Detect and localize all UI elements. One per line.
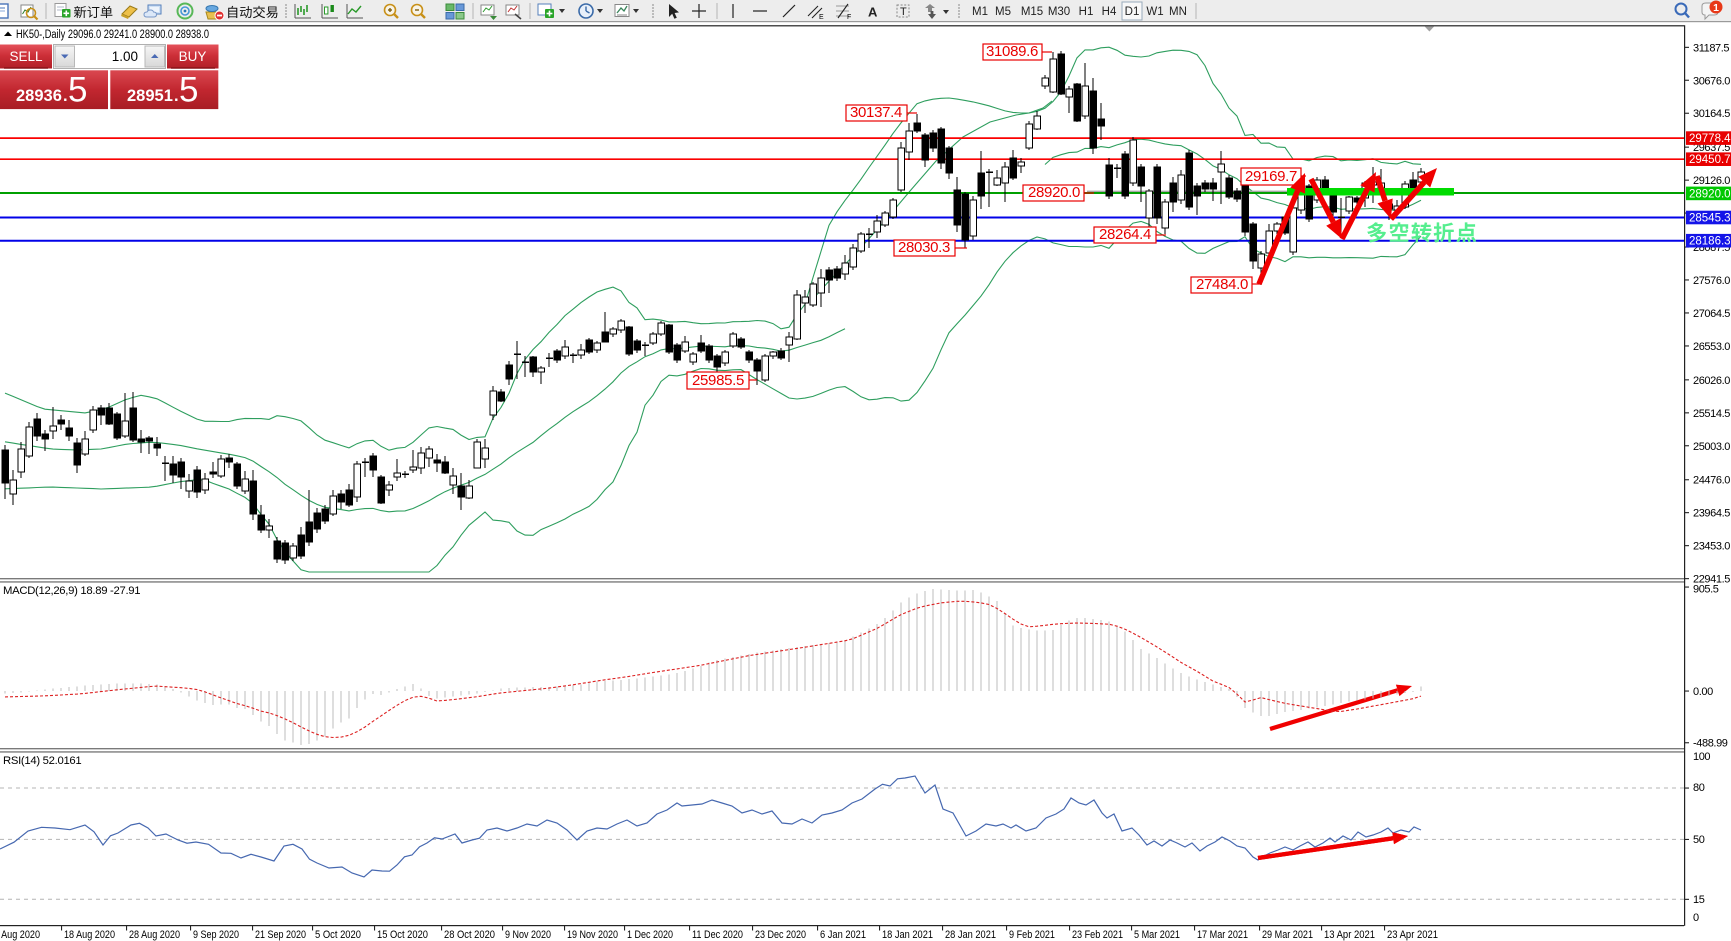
svg-text:28920.0: 28920.0	[1028, 184, 1080, 201]
svg-text:28545.3: 28545.3	[1689, 213, 1731, 225]
svg-text:28264.4: 28264.4	[1099, 226, 1151, 243]
svg-text:6 Jan 2021: 6 Jan 2021	[820, 929, 866, 941]
svg-text:25514.5: 25514.5	[1693, 408, 1730, 420]
svg-text:30676.0: 30676.0	[1693, 75, 1730, 87]
svg-text:M15: M15	[1021, 6, 1043, 18]
svg-text:80: 80	[1693, 782, 1705, 794]
svg-text:31187.5: 31187.5	[1693, 42, 1729, 54]
svg-text:A: A	[868, 5, 878, 20]
svg-text:29 Mar 2021: 29 Mar 2021	[1262, 929, 1313, 941]
svg-text:9 Sep 2020: 9 Sep 2020	[193, 929, 239, 941]
svg-text:M1: M1	[972, 6, 988, 18]
svg-text:9 Feb 2021: 9 Feb 2021	[1009, 929, 1055, 941]
svg-text:BUY: BUY	[179, 49, 207, 64]
svg-text:T: T	[900, 6, 907, 18]
svg-text:1: 1	[1713, 2, 1719, 14]
svg-text:29637.5: 29637.5	[1693, 142, 1730, 154]
svg-text:MACD(12,26,9) 18.89 -27.91: MACD(12,26,9) 18.89 -27.91	[3, 585, 140, 597]
svg-text:5: 5	[68, 71, 87, 110]
svg-text:30164.5: 30164.5	[1693, 108, 1730, 120]
svg-text:9 Nov 2020: 9 Nov 2020	[505, 929, 551, 941]
svg-text:E: E	[819, 14, 824, 21]
svg-text:23453.0: 23453.0	[1693, 541, 1730, 553]
svg-text:29450.7: 29450.7	[1689, 154, 1731, 166]
svg-text:5 Oct 2020: 5 Oct 2020	[315, 929, 361, 941]
svg-text:27484.0: 27484.0	[1196, 276, 1248, 293]
svg-text:23 Apr 2021: 23 Apr 2021	[1387, 929, 1438, 941]
svg-text:23 Dec 2020: 23 Dec 2020	[755, 929, 806, 941]
svg-text:28030.3: 28030.3	[898, 239, 950, 256]
svg-text:F: F	[847, 14, 851, 21]
svg-text:23964.5: 23964.5	[1693, 508, 1730, 520]
svg-text:25003.0: 25003.0	[1693, 441, 1730, 453]
svg-text:.: .	[174, 87, 179, 105]
svg-text:1 Dec 2020: 1 Dec 2020	[627, 929, 673, 941]
svg-text:6 Aug 2020: 6 Aug 2020	[0, 929, 40, 941]
svg-text:15: 15	[1693, 894, 1705, 906]
svg-text:D1: D1	[1125, 6, 1140, 18]
svg-text:15 Oct 2020: 15 Oct 2020	[377, 929, 428, 941]
svg-text:.: .	[63, 87, 68, 105]
svg-text:H1: H1	[1079, 6, 1094, 18]
svg-text:28920.0: 28920.0	[1689, 188, 1731, 200]
svg-text:MN: MN	[1169, 6, 1187, 18]
svg-text:5: 5	[179, 71, 198, 110]
svg-text:19 Nov 2020: 19 Nov 2020	[567, 929, 618, 941]
svg-text:28 Jan 2021: 28 Jan 2021	[945, 929, 996, 941]
svg-text:29778.4: 29778.4	[1689, 133, 1731, 145]
svg-text:27576.0: 27576.0	[1693, 275, 1730, 287]
svg-text:5 Mar 2021: 5 Mar 2021	[1134, 929, 1180, 941]
svg-text:M30: M30	[1048, 6, 1070, 18]
svg-text:28 Oct 2020: 28 Oct 2020	[444, 929, 495, 941]
svg-text:28951: 28951	[127, 87, 173, 105]
svg-text:21 Sep 2020: 21 Sep 2020	[255, 929, 306, 941]
svg-text:30137.4: 30137.4	[850, 104, 902, 121]
svg-text:26026.0: 26026.0	[1693, 375, 1730, 387]
svg-text:100: 100	[1693, 751, 1710, 763]
svg-text:SELL: SELL	[9, 49, 43, 64]
svg-text:29169.7: 29169.7	[1245, 168, 1297, 185]
svg-text:0: 0	[1693, 912, 1699, 924]
svg-text:0.00: 0.00	[1693, 686, 1713, 698]
svg-text:11 Dec 2020: 11 Dec 2020	[692, 929, 743, 941]
svg-text:31089.6: 31089.6	[986, 43, 1038, 60]
svg-text:-488.99: -488.99	[1693, 738, 1728, 750]
svg-text:27064.5: 27064.5	[1693, 308, 1730, 320]
svg-text:HK50-,Daily 29096.0 29241.0 28: HK50-,Daily 29096.0 29241.0 28900.0 2893…	[16, 29, 209, 41]
svg-text:13 Apr 2021: 13 Apr 2021	[1324, 929, 1375, 941]
svg-text:24476.0: 24476.0	[1693, 475, 1730, 487]
svg-text:905.5: 905.5	[1693, 584, 1719, 596]
svg-text:22941.5: 22941.5	[1693, 574, 1730, 586]
svg-text:1.00: 1.00	[112, 49, 138, 64]
svg-text:26553.0: 26553.0	[1693, 341, 1730, 353]
svg-text:28936: 28936	[16, 87, 62, 105]
svg-text:28186.3: 28186.3	[1689, 236, 1731, 248]
svg-text:17 Mar 2021: 17 Mar 2021	[1197, 929, 1248, 941]
svg-text:18 Aug 2020: 18 Aug 2020	[64, 929, 115, 941]
svg-text:RSI(14) 52.0161: RSI(14) 52.0161	[3, 755, 81, 767]
svg-text:29126.0: 29126.0	[1693, 175, 1730, 187]
svg-text:23 Feb 2021: 23 Feb 2021	[1072, 929, 1123, 941]
svg-text:18 Jan 2021: 18 Jan 2021	[882, 929, 933, 941]
svg-text:W1: W1	[1146, 6, 1163, 18]
svg-text:M5: M5	[995, 6, 1011, 18]
svg-text:25985.5: 25985.5	[692, 372, 744, 389]
svg-text:H4: H4	[1102, 6, 1117, 18]
svg-text:50: 50	[1693, 834, 1705, 846]
svg-text:28 Aug 2020: 28 Aug 2020	[129, 929, 180, 941]
